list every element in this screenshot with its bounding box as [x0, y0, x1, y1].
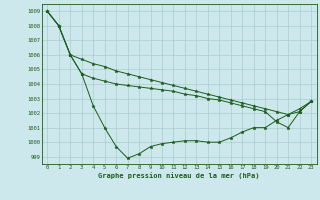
X-axis label: Graphe pression niveau de la mer (hPa): Graphe pression niveau de la mer (hPa): [99, 172, 260, 179]
